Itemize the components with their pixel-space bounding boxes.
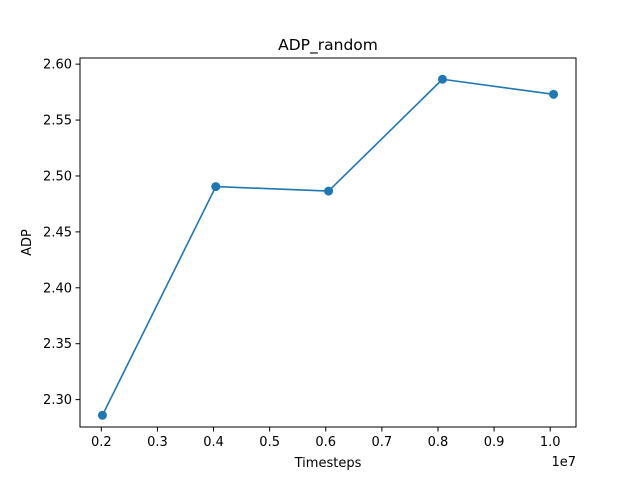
x-tick-label: 1.0 — [540, 435, 561, 450]
x-axis-label: Timesteps — [294, 456, 362, 471]
x-tick-label: 0.8 — [428, 435, 449, 450]
x-tick-label: 0.4 — [203, 435, 224, 450]
y-axis-label: ADP — [20, 229, 35, 256]
y-tick-label: 2.30 — [43, 393, 72, 408]
y-tick-label: 2.55 — [43, 114, 72, 129]
x-tick-label: 0.3 — [147, 435, 168, 450]
data-point — [97, 410, 107, 420]
x-tick-label: 0.6 — [315, 435, 336, 450]
x-tick-label: 0.5 — [259, 435, 280, 450]
x-tick-label: 0.2 — [91, 435, 112, 450]
data-point — [437, 74, 447, 84]
y-tick-label: 2.35 — [43, 337, 72, 352]
chart-title: ADP_random — [278, 36, 378, 55]
data-point — [549, 89, 559, 99]
x-tick-label: 0.9 — [484, 435, 505, 450]
plot-frame — [79, 57, 577, 428]
y-tick-label: 2.40 — [43, 281, 72, 296]
data-series — [97, 74, 559, 420]
data-point — [211, 182, 221, 192]
x-tick-label: 0.7 — [372, 435, 393, 450]
data-point — [324, 186, 334, 196]
x-axis-offset-text: 1e7 — [551, 455, 576, 470]
y-tick-label: 2.45 — [43, 225, 72, 240]
plot-area — [80, 58, 576, 427]
y-tick-label: 2.50 — [43, 169, 72, 184]
y-tick-label: 2.60 — [43, 58, 72, 73]
axis-ticks: 0.2 0.3 0.4 0.5 0.6 0.7 0.8 0.9 1.0 2.30 2.35 2.40 2… — [43, 58, 560, 450]
